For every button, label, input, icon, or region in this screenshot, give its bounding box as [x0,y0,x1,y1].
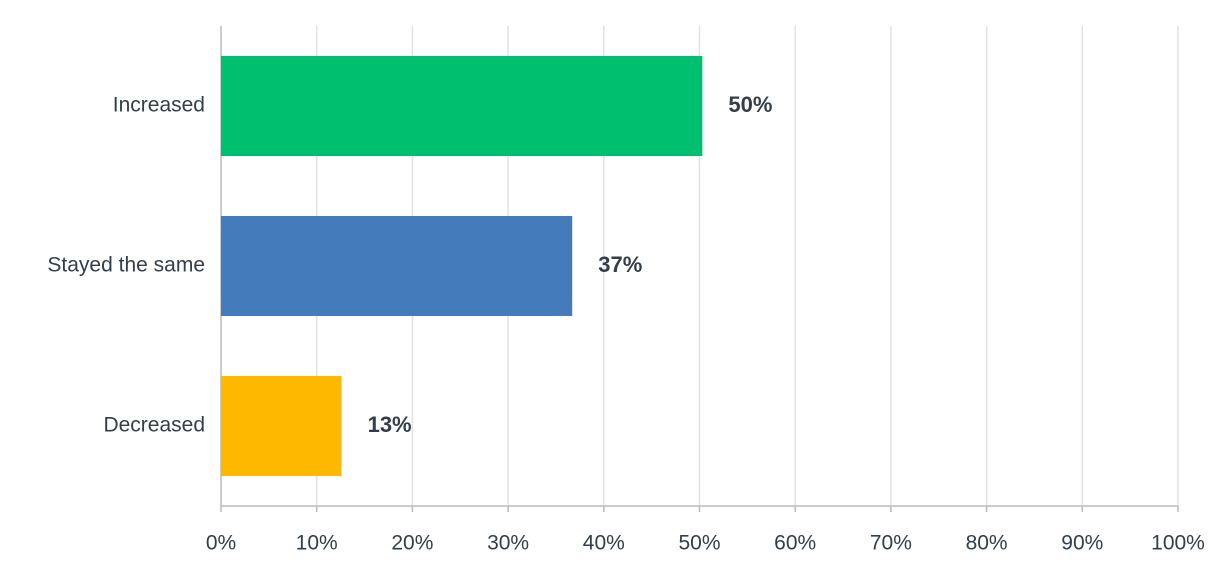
data-label: 37% [598,252,642,277]
y-tick-label: Decreased [103,414,205,437]
x-tick-label: 50% [678,532,720,555]
x-tick-label: 10% [296,532,338,555]
x-tick-label: 20% [391,532,433,555]
bar [221,216,573,316]
x-tick-label: 40% [583,532,625,555]
data-label: 13% [368,412,412,437]
x-tick-label: 60% [774,532,816,555]
x-tick-label: 30% [487,532,529,555]
x-tick-label: 80% [966,532,1008,555]
data-label: 50% [728,92,772,117]
y-tick-label: Stayed the same [47,254,205,277]
y-tick-label: Increased [113,94,205,117]
x-tick-label: 100% [1151,532,1205,555]
bar [221,56,703,156]
bar [221,376,342,476]
x-tick-label: 0% [206,532,236,555]
x-tick-label: 90% [1061,532,1103,555]
x-tick-label: 70% [870,532,912,555]
